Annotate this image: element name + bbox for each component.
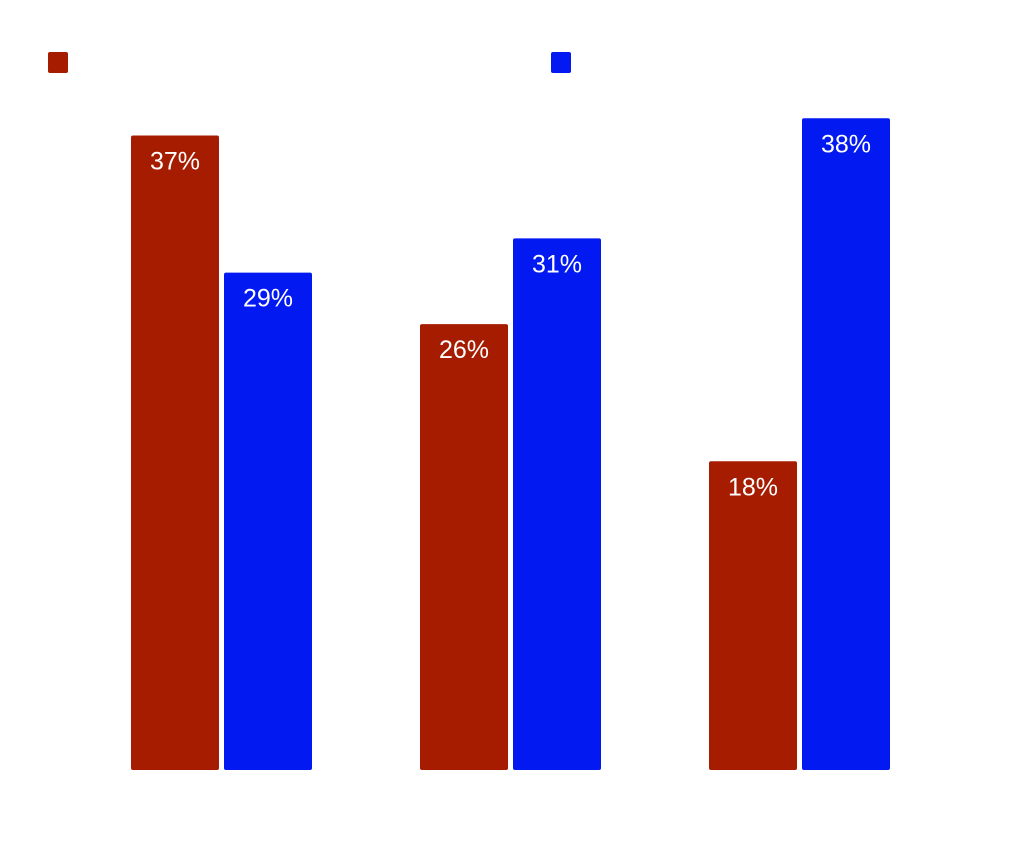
bar-s2-c1 bbox=[224, 272, 312, 770]
bar-s2-c3 bbox=[802, 118, 890, 771]
bar-s2-c2 bbox=[513, 238, 601, 771]
bar-label-s1-c2: 26% bbox=[439, 336, 489, 364]
bar-label-s2-c2: 31% bbox=[532, 250, 582, 278]
legend-swatch-s2 bbox=[551, 52, 571, 73]
bars bbox=[131, 118, 890, 771]
bar-s1-c1 bbox=[131, 135, 219, 770]
bar-label-s2-c3: 38% bbox=[821, 130, 871, 158]
legend-swatch-s1 bbox=[48, 52, 68, 73]
bar-label-s2-c1: 29% bbox=[243, 285, 293, 313]
bar-s1-c3 bbox=[709, 461, 797, 770]
legend bbox=[48, 52, 571, 73]
value-labels: 37% 26% 18% 29% 31% 38% bbox=[150, 130, 871, 501]
bar-label-s1-c1: 37% bbox=[150, 147, 200, 175]
bar-s1-c2 bbox=[420, 324, 508, 770]
bar-label-s1-c3: 18% bbox=[728, 473, 778, 501]
